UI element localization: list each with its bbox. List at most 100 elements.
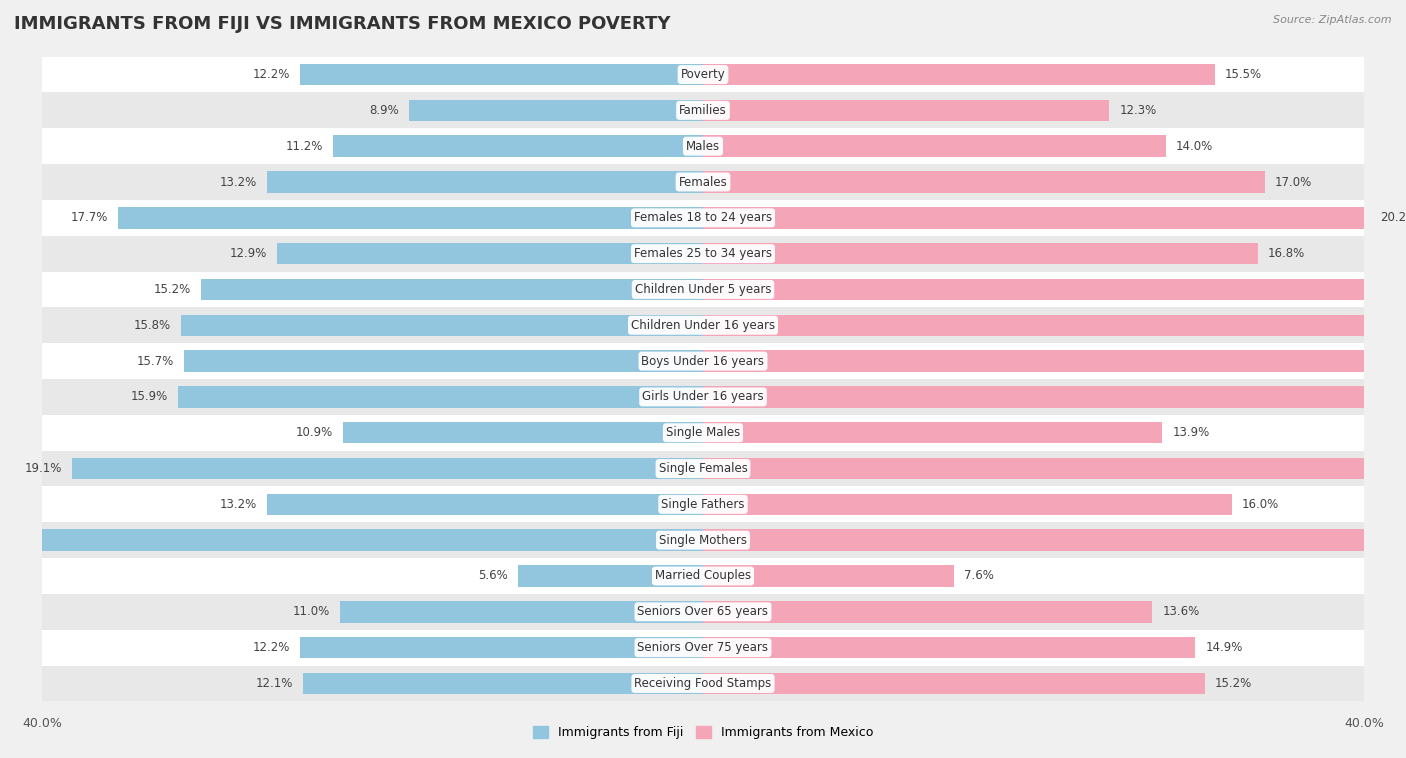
Text: 15.7%: 15.7%	[138, 355, 174, 368]
Text: 13.6%: 13.6%	[1163, 606, 1199, 619]
Bar	[703, 458, 1406, 479]
Text: 11.2%: 11.2%	[285, 139, 323, 152]
Bar	[703, 386, 1406, 408]
Bar	[42, 666, 1364, 701]
Bar	[181, 315, 703, 336]
Bar	[703, 493, 1232, 515]
Text: 15.8%: 15.8%	[134, 319, 172, 332]
Text: 14.0%: 14.0%	[1175, 139, 1213, 152]
Bar	[42, 128, 1364, 164]
Text: Females 25 to 34 years: Females 25 to 34 years	[634, 247, 772, 260]
Bar	[703, 99, 1109, 121]
Text: Females: Females	[679, 176, 727, 189]
Bar	[277, 243, 703, 265]
Bar	[0, 529, 703, 551]
Bar	[517, 565, 703, 587]
Bar	[42, 164, 1364, 200]
Bar	[184, 350, 703, 372]
Bar	[118, 207, 703, 229]
Text: 15.2%: 15.2%	[1215, 677, 1253, 690]
Bar	[42, 594, 1364, 630]
Text: Females 18 to 24 years: Females 18 to 24 years	[634, 211, 772, 224]
Bar	[42, 558, 1364, 594]
Bar	[42, 271, 1364, 307]
Bar	[267, 493, 703, 515]
Bar	[267, 171, 703, 193]
Bar	[409, 99, 703, 121]
Text: Married Couples: Married Couples	[655, 569, 751, 582]
Text: Children Under 16 years: Children Under 16 years	[631, 319, 775, 332]
Bar	[201, 279, 703, 300]
Text: Girls Under 16 years: Girls Under 16 years	[643, 390, 763, 403]
Text: 13.2%: 13.2%	[219, 498, 257, 511]
Bar	[42, 92, 1364, 128]
Text: Single Males: Single Males	[666, 426, 740, 439]
Text: 14.9%: 14.9%	[1205, 641, 1243, 654]
Bar	[703, 243, 1258, 265]
Bar	[42, 630, 1364, 666]
Bar	[343, 422, 703, 443]
Text: IMMIGRANTS FROM FIJI VS IMMIGRANTS FROM MEXICO POVERTY: IMMIGRANTS FROM FIJI VS IMMIGRANTS FROM …	[14, 15, 671, 33]
Text: Single Fathers: Single Fathers	[661, 498, 745, 511]
Bar	[703, 672, 1205, 694]
Legend: Immigrants from Fiji, Immigrants from Mexico: Immigrants from Fiji, Immigrants from Me…	[527, 722, 879, 744]
Text: Poverty: Poverty	[681, 68, 725, 81]
Text: Seniors Over 65 years: Seniors Over 65 years	[637, 606, 769, 619]
Text: 15.2%: 15.2%	[153, 283, 191, 296]
Text: Males: Males	[686, 139, 720, 152]
Text: Families: Families	[679, 104, 727, 117]
Bar	[42, 307, 1364, 343]
Text: Receiving Food Stamps: Receiving Food Stamps	[634, 677, 772, 690]
Bar	[42, 451, 1364, 487]
Text: Single Females: Single Females	[658, 462, 748, 475]
Bar	[703, 422, 1163, 443]
Text: 13.9%: 13.9%	[1173, 426, 1209, 439]
Bar	[299, 64, 703, 86]
Bar	[703, 279, 1406, 300]
Text: Single Mothers: Single Mothers	[659, 534, 747, 547]
Text: 15.5%: 15.5%	[1225, 68, 1263, 81]
Bar	[703, 207, 1371, 229]
Text: Source: ZipAtlas.com: Source: ZipAtlas.com	[1274, 15, 1392, 25]
Text: 12.9%: 12.9%	[229, 247, 267, 260]
Bar	[42, 57, 1364, 92]
Bar	[72, 458, 703, 479]
Bar	[42, 200, 1364, 236]
Text: 12.2%: 12.2%	[253, 641, 290, 654]
Text: Seniors Over 75 years: Seniors Over 75 years	[637, 641, 769, 654]
Bar	[703, 64, 1215, 86]
Bar	[703, 136, 1166, 157]
Bar	[299, 637, 703, 659]
Text: 19.1%: 19.1%	[25, 462, 62, 475]
Bar	[703, 601, 1153, 622]
Text: 15.9%: 15.9%	[131, 390, 167, 403]
Text: 11.0%: 11.0%	[292, 606, 329, 619]
Text: 8.9%: 8.9%	[370, 104, 399, 117]
Text: Boys Under 16 years: Boys Under 16 years	[641, 355, 765, 368]
Bar	[703, 637, 1195, 659]
Bar	[42, 379, 1364, 415]
Text: 12.2%: 12.2%	[253, 68, 290, 81]
Bar	[703, 315, 1406, 336]
Text: 16.8%: 16.8%	[1268, 247, 1305, 260]
Text: 17.7%: 17.7%	[70, 211, 108, 224]
Bar	[42, 236, 1364, 271]
Bar	[42, 343, 1364, 379]
Bar	[703, 565, 955, 587]
Text: 16.0%: 16.0%	[1241, 498, 1279, 511]
Bar	[703, 171, 1264, 193]
Text: Children Under 5 years: Children Under 5 years	[634, 283, 772, 296]
Text: 20.2%: 20.2%	[1381, 211, 1406, 224]
Text: 5.6%: 5.6%	[478, 569, 508, 582]
Text: 12.3%: 12.3%	[1119, 104, 1157, 117]
Bar	[42, 522, 1364, 558]
Text: 12.1%: 12.1%	[256, 677, 294, 690]
Bar	[703, 350, 1406, 372]
Bar	[703, 529, 1406, 551]
Text: 13.2%: 13.2%	[219, 176, 257, 189]
Text: 17.0%: 17.0%	[1275, 176, 1312, 189]
Bar	[304, 672, 703, 694]
Bar	[333, 136, 703, 157]
Text: 7.6%: 7.6%	[965, 569, 994, 582]
Text: 10.9%: 10.9%	[295, 426, 333, 439]
